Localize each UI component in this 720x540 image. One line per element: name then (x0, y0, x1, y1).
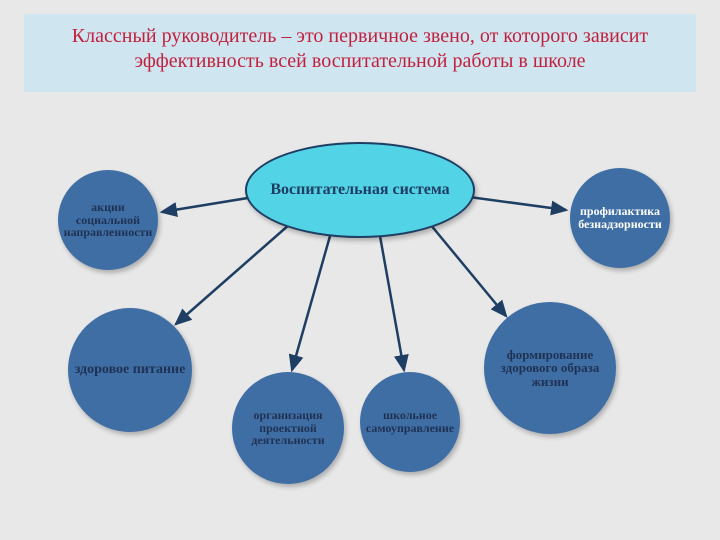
node-nutrition: здоровое питание (68, 308, 192, 432)
node-label: школьное самоуправление (366, 409, 454, 434)
node-label: акции социальной направленности (64, 201, 153, 239)
node-project: организация проектной деятельности (232, 372, 344, 484)
node-label: профилактика безнадзорности (576, 205, 664, 230)
diagram-stage: Классный руководитель – это первичное зв… (0, 0, 720, 540)
node-prevent: профилактика безнадзорности (570, 168, 670, 268)
center-label: Воспитательная система (270, 181, 449, 199)
node-label: формирование здорового образа жизни (490, 348, 610, 389)
node-label: здоровое питание (75, 363, 186, 378)
arrow-selfgov (380, 236, 404, 370)
title-text: Классный руководитель – это первичное зв… (40, 24, 680, 74)
arrow-social (162, 196, 260, 212)
center-node: Воспитательная система (245, 142, 475, 238)
arrow-health (430, 224, 506, 316)
node-label: организация проектной деятельности (238, 409, 338, 447)
arrow-prevent (462, 196, 566, 210)
arrow-project (292, 236, 330, 370)
node-selfgov: школьное самоуправление (360, 372, 460, 472)
arrow-nutrition (176, 224, 290, 324)
node-health: формирование здорового образа жизни (484, 302, 616, 434)
title-box: Классный руководитель – это первичное зв… (24, 14, 696, 92)
node-social: акции социальной направленности (58, 170, 158, 270)
